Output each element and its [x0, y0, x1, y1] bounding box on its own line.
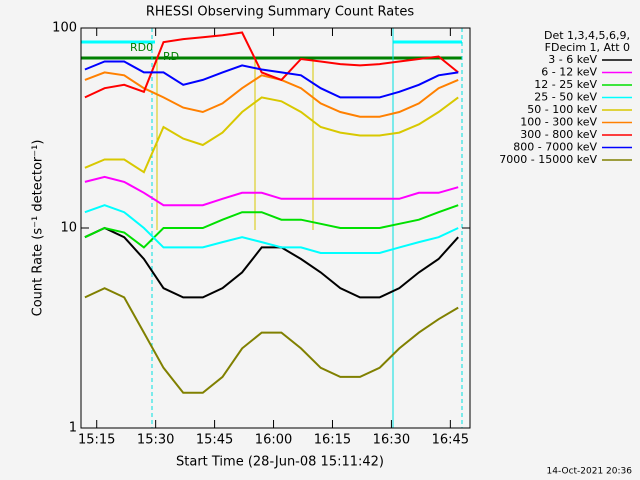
x-tick-label: 15:30 — [137, 433, 174, 448]
timestamp: 14-Oct-2021 20:36 — [547, 467, 633, 477]
legend-label: 6 - 12 keV — [541, 66, 597, 79]
series-line — [84, 287, 459, 394]
x-tick-label: 15:45 — [196, 433, 233, 448]
legend-label: 12 - 25 keV — [534, 78, 597, 91]
legend-header: Det 1,3,4,5,6,9, — [544, 29, 630, 42]
x-axis-label: Start Time (28-Jun-08 15:11:42) — [176, 455, 384, 470]
x-tick-label: 16:00 — [255, 433, 292, 448]
x-tick-label: 16:30 — [373, 433, 410, 448]
series-line — [84, 31, 459, 99]
y-tick-label: 10 — [60, 221, 77, 236]
y-axis-label: Count Rate (s⁻¹ detector⁻¹) — [31, 140, 46, 317]
annotation: RD — [163, 50, 179, 63]
x-tick-label: 16:45 — [432, 433, 469, 448]
legend-label: 300 - 800 keV — [520, 128, 597, 141]
chart-title: RHESSI Observing Summary Count Rates — [146, 5, 415, 20]
x-tick-label: 15:15 — [78, 433, 115, 448]
series-line — [84, 204, 459, 254]
series-line — [84, 204, 459, 249]
legend-label: 50 - 100 keV — [527, 103, 597, 116]
y-tick-label: 1 — [69, 421, 77, 436]
legend-label: 800 - 7000 keV — [513, 141, 597, 154]
x-tick-label: 16:15 — [314, 433, 351, 448]
series-line — [84, 175, 459, 207]
legend-label: 25 - 50 keV — [534, 91, 597, 104]
legend-label: 100 - 300 keV — [520, 116, 597, 129]
y-tick-label: 100 — [52, 21, 77, 36]
legend-header: FDecim 1, Att 0 — [545, 41, 630, 54]
legend-label: 3 - 6 keV — [548, 53, 597, 66]
legend-label: 7000 - 15000 keV — [499, 153, 597, 166]
series-line — [84, 60, 459, 99]
series-line — [84, 71, 459, 118]
series-line — [84, 226, 459, 299]
series-line — [84, 96, 459, 174]
annotation: RD0 — [130, 41, 153, 54]
